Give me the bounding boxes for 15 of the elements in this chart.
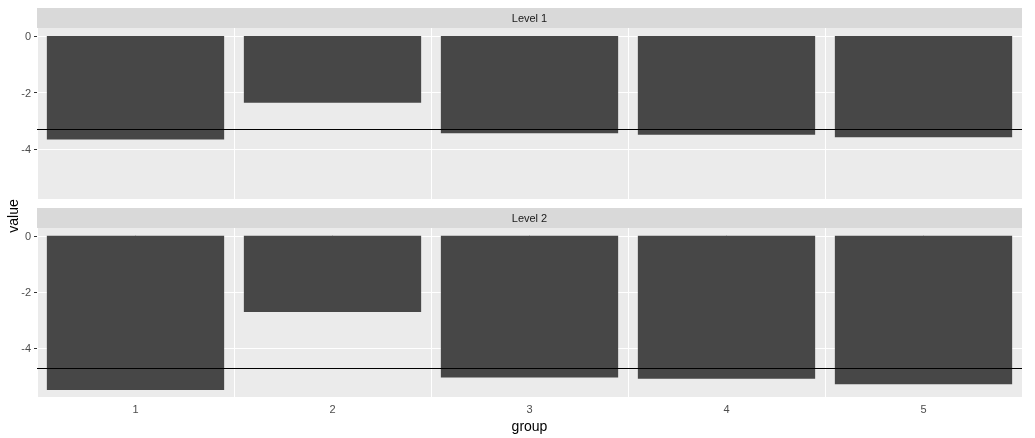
- y-tick-label: 0: [24, 229, 31, 242]
- chart-title: Level 2: [511, 211, 548, 224]
- x-tick-label: 1: [132, 402, 139, 415]
- y-tick-label: -2: [21, 285, 31, 298]
- x-tick-label: 3: [526, 402, 533, 415]
- y-tick-label: -4: [21, 341, 31, 354]
- x-axis-title: group: [511, 418, 548, 434]
- y-tick-label: -4: [21, 143, 31, 156]
- x-tick-label: 2: [329, 402, 336, 415]
- y-axis-title: value: [5, 198, 21, 235]
- x-tick-label: 5: [920, 402, 927, 415]
- y-tick-label: -2: [21, 86, 31, 99]
- chart-title: Level 1: [511, 11, 548, 24]
- y-tick-label: 0: [24, 29, 31, 42]
- x-tick-label: 4: [723, 402, 730, 415]
